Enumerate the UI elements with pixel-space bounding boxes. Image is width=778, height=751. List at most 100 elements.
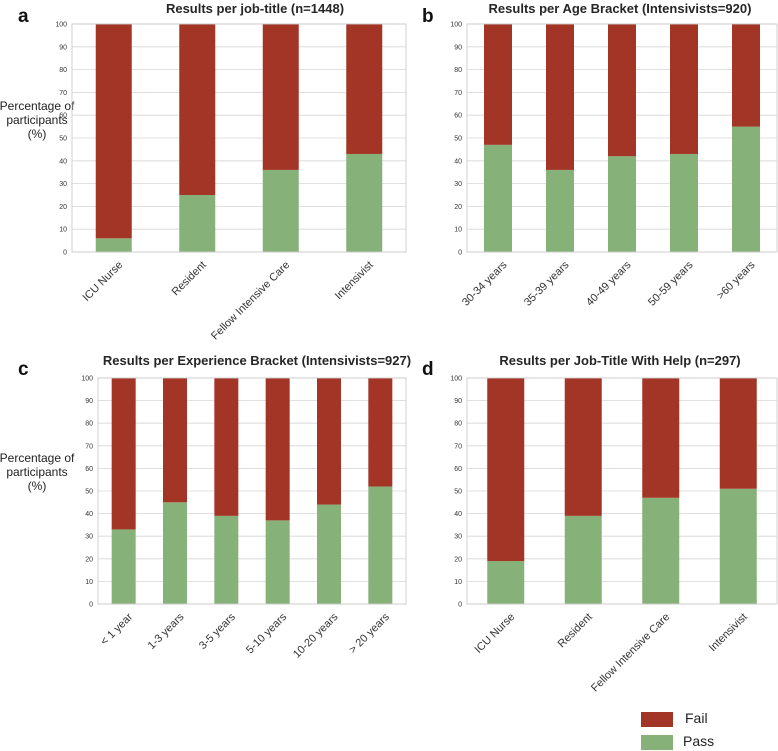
- panel-d-ytick-label: 30: [454, 534, 462, 541]
- panel-a-ytick-label: 70: [59, 90, 67, 97]
- panel-c-bar-fail: [265, 378, 290, 521]
- panel-d-title: Results per Job-Title With Help (n=297): [499, 353, 740, 368]
- panel-a-bars: [95, 24, 383, 252]
- panel-d-ytick-label: 100: [450, 376, 462, 383]
- panel-c-bar-fail: [368, 378, 393, 487]
- legend-fail-swatch: [641, 712, 673, 727]
- panel-c-bar-fail: [214, 378, 239, 516]
- panel-c-bar-pass: [265, 520, 290, 604]
- panel-c-ytick-label: 80: [85, 421, 93, 428]
- panel-b-bar-pass: [732, 126, 760, 252]
- panel-a-bar-pass: [95, 238, 132, 252]
- panel-c-ytick-label: 100: [81, 376, 93, 383]
- panel-b-ytick-label: 80: [454, 67, 462, 74]
- legend: Fail Pass: [641, 710, 714, 750]
- panel-b-bar-fail: [732, 24, 760, 127]
- panel-a-ylabel-line2: participants: [6, 113, 67, 127]
- panel-b-xtick-label: 30-34 years: [460, 259, 510, 309]
- panel-c-bars: [111, 378, 393, 604]
- panel-c-bar-fail: [163, 378, 187, 503]
- panel-b-ytick-label: 20: [454, 204, 462, 211]
- panel-c-ylabel-line2: participants: [6, 465, 67, 479]
- panel-c-xtick-label: 1-3 years: [146, 611, 187, 652]
- panel-b-ytick-label: 50: [454, 136, 462, 143]
- panel-d-xtick-label: ICU Nurse: [473, 611, 518, 656]
- panel-d-bar-fail: [719, 378, 757, 489]
- panel-a-yticks: 0 10 20 30 40 50 60 70 80 90 100: [55, 22, 67, 257]
- panel-c-ylabel-line3: (%): [28, 479, 47, 493]
- panel-d-bar-pass: [487, 561, 525, 604]
- panel-b-ytick-label: 40: [454, 158, 462, 165]
- panel-b-ytick-label: 60: [454, 113, 462, 120]
- panel-c-xtick-label: 5-10 years: [244, 611, 290, 657]
- panel-a-xtick-label: Intensivist: [333, 259, 376, 302]
- panel-d-ytick-label: 20: [454, 556, 462, 563]
- panel-c-bar-pass: [368, 486, 393, 604]
- panel-d-xtick-label: Fellow Intensive Care: [589, 611, 672, 694]
- panel-a-ytick-label: 60: [59, 113, 67, 120]
- panel-d-xtick-label: Intensivist: [707, 611, 750, 654]
- panel-a-bar-fail: [262, 24, 299, 170]
- panel-a-ytick-label: 100: [55, 22, 67, 29]
- panel-b-bar-pass: [670, 153, 698, 252]
- panel-a-bar-pass: [346, 153, 383, 252]
- panel-d-bar-fail: [487, 378, 525, 562]
- panel-a-xticks: ICU Nurse Resident Fellow Intensive Care In…: [81, 259, 376, 342]
- panel-b: b Results per Age Bracket (Intensivists=…: [422, 1, 778, 309]
- panel-d-yticks: 0 10 20 30 40 50 60 70 80 90 100: [450, 376, 462, 609]
- panel-b-bar-fail: [608, 24, 636, 157]
- panel-d-bars: [487, 378, 757, 604]
- panel-d: d Results per Job-Title With Help (n=297…: [422, 353, 778, 694]
- panel-a-title: Results per job-title (n=1448): [166, 1, 344, 16]
- panel-a-ytick-label: 0: [63, 250, 67, 257]
- panel-d-frame: [466, 377, 778, 605]
- panel-c-ytick-label: 20: [85, 556, 93, 563]
- panel-d-ytick-label: 60: [454, 466, 462, 473]
- panel-letter-d: d: [422, 359, 434, 380]
- panel-c-ytick-label: 40: [85, 511, 93, 518]
- panel-d-ytick-label: 10: [454, 579, 462, 586]
- panel-c-bar-pass: [317, 504, 341, 604]
- panel-c-xtick-label: 3-5 years: [197, 611, 238, 652]
- panel-c-gridlines: [98, 377, 406, 605]
- panel-c-xtick-label: < 1 year: [98, 611, 135, 648]
- panel-c-bar-pass: [163, 502, 187, 604]
- panel-c-xticks: < 1 year 1-3 years 3-5 years 5-10 years 10-2…: [98, 611, 392, 661]
- panel-b-xtick-label: >60 years: [715, 259, 758, 302]
- panel-a-ytick-label: 80: [59, 67, 67, 74]
- panel-b-xtick-label: 40-49 years: [584, 259, 634, 309]
- panel-letter-c: c: [18, 359, 29, 380]
- panel-d-bar-pass: [642, 497, 680, 604]
- panel-a-ytick-label: 20: [59, 204, 67, 211]
- legend-pass-swatch: [641, 735, 673, 750]
- panel-b-bar-fail: [546, 24, 574, 170]
- panel-b-bar-pass: [608, 156, 636, 252]
- panel-c-ytick-label: 70: [85, 443, 93, 450]
- panel-b-ytick-label: 70: [454, 90, 462, 97]
- panel-b-bar-fail: [670, 24, 698, 154]
- panel-b-yticks: 0 10 20 30 40 50 60 70 80 90 100: [450, 22, 462, 257]
- panel-a-bar-fail: [95, 24, 132, 239]
- panel-b-ytick-label: 0: [458, 250, 462, 257]
- panel-c-ytick-label: 0: [89, 602, 93, 609]
- panel-c-ytick-label: 50: [85, 489, 93, 496]
- panel-a-xtick-label: Resident: [170, 259, 209, 298]
- panel-a-ytick-label: 10: [59, 227, 67, 234]
- panel-a-frame: [71, 23, 407, 253]
- panel-c-bar-fail: [111, 378, 136, 530]
- panel-letter-a: a: [18, 6, 29, 27]
- panel-c: c Results per Experience Bracket (Intens…: [0, 353, 411, 661]
- panel-c-ytick-label: 90: [85, 398, 93, 405]
- panel-b-ytick-label: 100: [450, 22, 462, 29]
- panel-d-ytick-label: 0: [458, 602, 462, 609]
- panel-a-ytick-label: 90: [59, 44, 67, 51]
- panel-a-ylabel-line1: Percentage of: [0, 99, 75, 113]
- panel-b-xtick-label: 35-39 years: [522, 259, 572, 309]
- panel-b-bar-pass: [546, 169, 574, 252]
- panel-c-ytick-label: 30: [85, 534, 93, 541]
- panel-c-ylabel-line1: Percentage of: [0, 451, 75, 465]
- panel-a-xtick-label: ICU Nurse: [81, 259, 126, 304]
- panel-b-xticks: 30-34 years 35-39 years 40-49 years 50-59 y…: [460, 259, 758, 309]
